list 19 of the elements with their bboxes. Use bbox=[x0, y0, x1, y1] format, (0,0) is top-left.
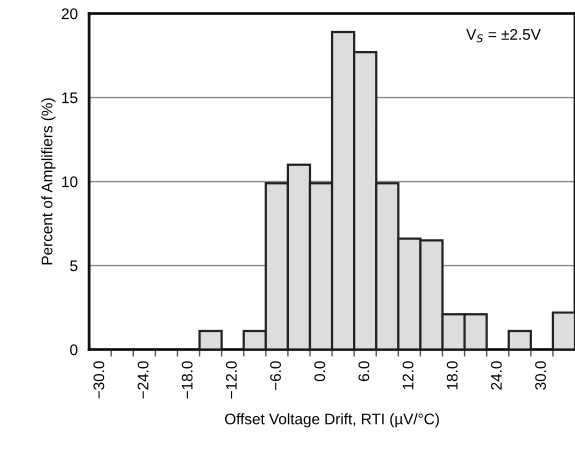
x-tick-label: 0.0 bbox=[314, 361, 326, 382]
y-tick-label: 15 bbox=[62, 92, 78, 104]
y-tick-label: 5 bbox=[70, 260, 78, 272]
x-tick-label: 24.0 bbox=[490, 361, 502, 390]
y-tick-label: 10 bbox=[62, 176, 78, 188]
x-tick-label: −12.0 bbox=[226, 361, 237, 399]
x-tick-label: 12.0 bbox=[402, 361, 414, 390]
x-axis-title: Offset Voltage Drift, RTI (µV/°C) bbox=[224, 413, 439, 428]
x-tick-label: −24.0 bbox=[138, 361, 148, 399]
y-tick-label: 20 bbox=[62, 8, 78, 20]
x-tick-label: −18.0 bbox=[182, 361, 193, 399]
y-tick-label: 0 bbox=[70, 344, 78, 356]
x-tick-label: −30.0 bbox=[93, 361, 104, 399]
x-tick-label: 30.0 bbox=[535, 361, 546, 390]
x-tick-label: −6.0 bbox=[270, 361, 281, 390]
y-axis-title: Percent of Amplifiers (%) bbox=[41, 98, 56, 264]
annotation: V$_{S}$ = ±2.5V bbox=[466, 29, 541, 42]
x-tick-label: 18.0 bbox=[446, 361, 458, 390]
x-tick-label: 6.0 bbox=[358, 361, 370, 382]
